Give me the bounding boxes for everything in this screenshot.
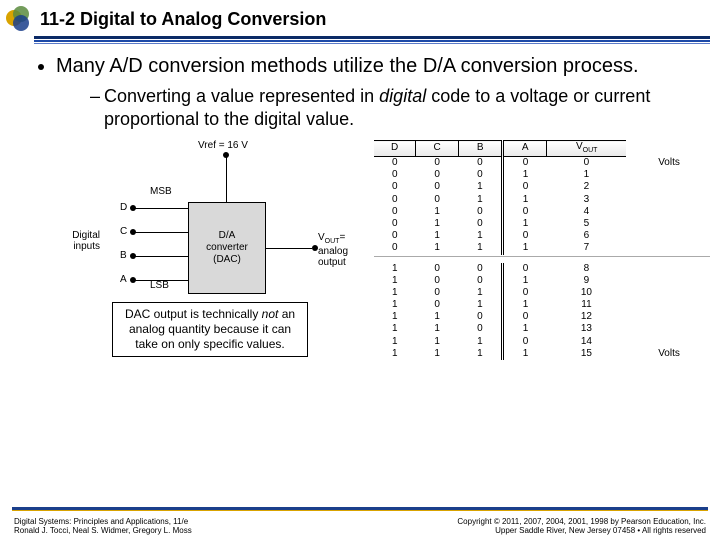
th-b: B bbox=[459, 141, 503, 157]
dac-block-diagram: Vref = 16 V MSB LSB Digital inputs D C B… bbox=[60, 140, 360, 365]
footer: Digital Systems: Principles and Applicat… bbox=[0, 517, 720, 536]
table-row: 10008 bbox=[374, 263, 710, 275]
figure-area: Vref = 16 V MSB LSB Digital inputs D C B… bbox=[60, 140, 710, 365]
vout-label: VOUT= analog output bbox=[318, 232, 348, 268]
vref-label: Vref = 16 V bbox=[198, 140, 248, 151]
digital-inputs-label: Digital inputs bbox=[60, 230, 100, 252]
logo-icon bbox=[6, 6, 32, 32]
table-row: 01106 bbox=[374, 230, 710, 242]
bit-d: D bbox=[120, 202, 127, 213]
msb-label: MSB bbox=[150, 186, 172, 197]
table-row: 00000Volts bbox=[374, 157, 710, 170]
table-row: 10019 bbox=[374, 275, 710, 287]
th-c: C bbox=[416, 141, 459, 157]
th-vout: VOUT bbox=[547, 141, 626, 157]
table-row: 110113 bbox=[374, 323, 710, 335]
table-row: 110012 bbox=[374, 311, 710, 323]
th-a: A bbox=[503, 141, 547, 157]
th-d: D bbox=[374, 141, 416, 157]
table-row: 101111 bbox=[374, 299, 710, 311]
bit-b: B bbox=[120, 250, 127, 261]
table-row: 00102 bbox=[374, 181, 710, 193]
footer-left-2: Ronald J. Tocci, Neal S. Widmer, Gregory… bbox=[14, 526, 192, 536]
table-row: 00113 bbox=[374, 194, 710, 206]
truth-table-wrap: D C B A VOUT 00000Volts00011001020011301… bbox=[374, 140, 710, 360]
title-bar: 11-2 Digital to Analog Conversion bbox=[0, 0, 720, 34]
table-row: 111014 bbox=[374, 336, 710, 348]
footer-right-1: Copyright © 2011, 2007, 2004, 2001, 1998… bbox=[457, 517, 706, 527]
table-row: 01117 bbox=[374, 242, 710, 254]
table-row: 01004 bbox=[374, 206, 710, 218]
bullet-main-text: Many A/D conversion methods utilize the … bbox=[56, 55, 639, 77]
footer-right-2: Upper Saddle River, New Jersey 07458 • A… bbox=[457, 526, 706, 536]
bullet-sub: Converting a value represented in digita… bbox=[90, 85, 692, 130]
bit-a: A bbox=[120, 274, 127, 285]
table-row: 111115Volts bbox=[374, 348, 710, 360]
bit-c: C bbox=[120, 226, 127, 237]
truth-table: D C B A VOUT 00000Volts00011001020011301… bbox=[374, 140, 710, 360]
dac-box: D/A converter (DAC) bbox=[188, 202, 266, 294]
bullet-main: Many A/D conversion methods utilize the … bbox=[56, 54, 692, 130]
table-row: 00011 bbox=[374, 169, 710, 181]
footer-left-1: Digital Systems: Principles and Applicat… bbox=[14, 517, 192, 527]
table-row: 101010 bbox=[374, 287, 710, 299]
table-row: 01015 bbox=[374, 218, 710, 230]
footer-rule bbox=[12, 507, 708, 510]
dac-note: DAC output is technically not an analog … bbox=[112, 302, 308, 357]
lsb-label: LSB bbox=[150, 280, 169, 291]
title-underline bbox=[34, 36, 710, 44]
content-area: Many A/D conversion methods utilize the … bbox=[0, 44, 720, 130]
slide-title: 11-2 Digital to Analog Conversion bbox=[40, 9, 326, 30]
